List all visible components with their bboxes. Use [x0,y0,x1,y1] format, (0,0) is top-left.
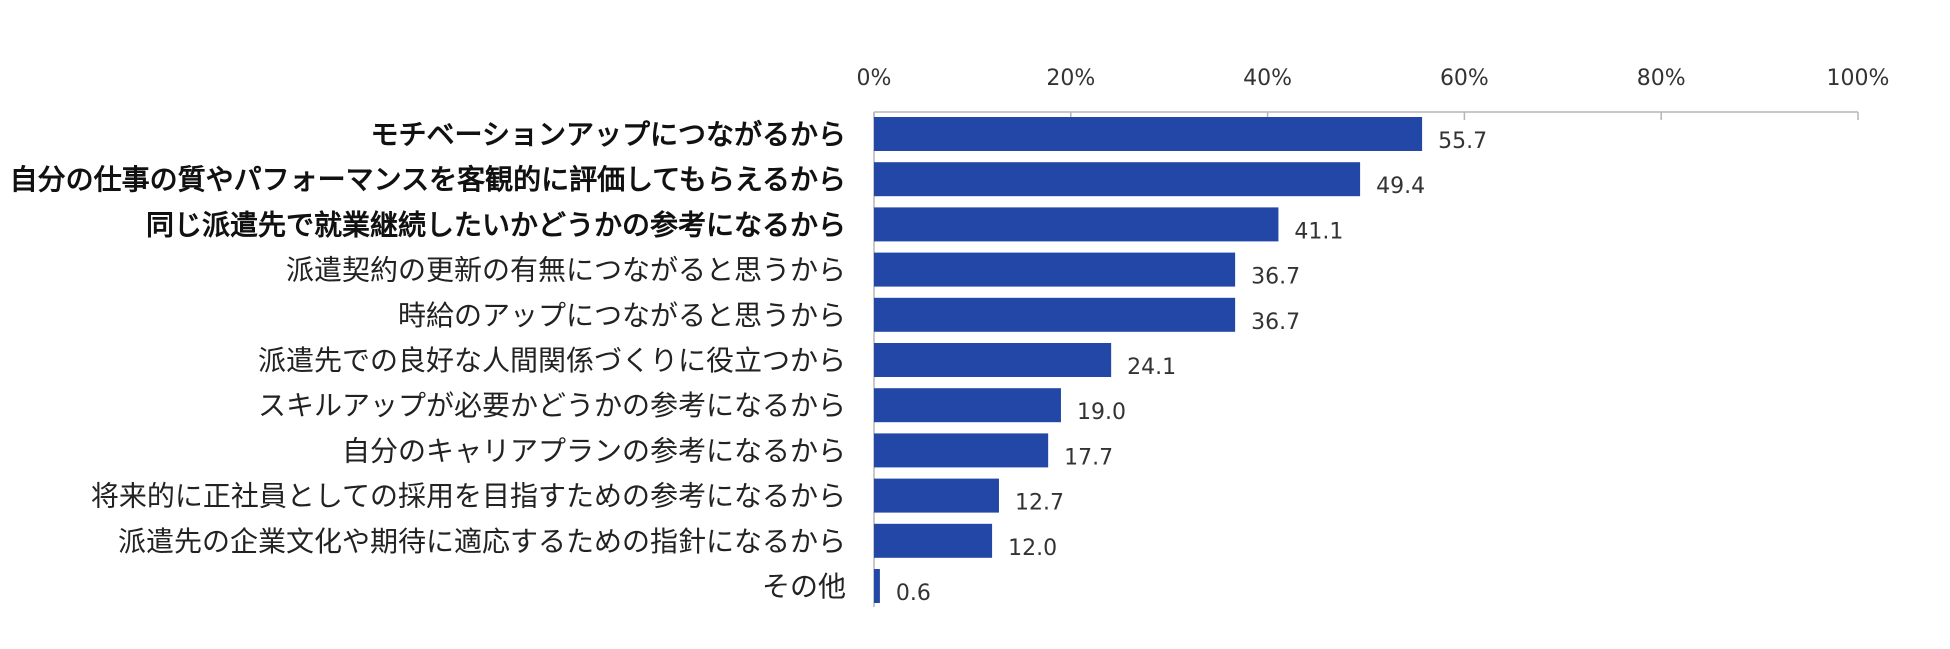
bar [874,569,880,603]
value-label: 41.1 [1294,219,1343,244]
bar [874,343,1112,377]
value-labels: 55.7 49.4 41.1 36.7 36.7 24.119.0 17.712.7 12.0… [896,129,1487,606]
category-label: スキルアップが必要かどうかの参考になるから [258,389,846,422]
bar [874,478,999,513]
category-label: 自分のキャリアプランの参考になるから [342,434,846,467]
x-axis: 0% 20% 40% 60% 80% 100% [857,66,1890,607]
x-tick-label: 60% [1440,66,1489,91]
category-labels: モチベーションアップにつながるから自分の仕事の質やパフォーマンスを客観的に評価し… [10,118,846,603]
value-label: 17.7 [1064,445,1113,470]
value-label: 36.7 [1251,265,1300,290]
bar [874,388,1061,423]
value-label: 12.0 [1008,536,1057,561]
category-label: 自分の仕事の質やパフォーマンスを客観的に評価してもらえるから [10,163,846,196]
category-label: モチベーションアップにつながるから [371,118,846,151]
bars [874,117,1423,603]
x-tick-label: 0% [857,66,892,91]
value-label: 49.4 [1376,174,1425,199]
x-tick-label: 40% [1243,66,1292,91]
category-label: 時給のアップにつながると思うから [398,299,846,332]
x-tick-label: 20% [1046,66,1095,91]
x-tick-label: 100% [1827,66,1890,91]
category-label: 派遣契約の更新の有無につながると思うから [286,254,846,287]
bar [874,207,1279,242]
bar [874,162,1361,197]
x-tick-label: 80% [1637,66,1686,91]
value-label: 12.7 [1015,491,1064,516]
bar [874,252,1236,287]
value-label: 0.6 [896,581,931,606]
category-label: 派遣先での良好な人間関係づくりに役立つから [258,344,846,377]
value-label: 24.1 [1127,355,1176,380]
category-label: 派遣先の企業文化や期待に適応するための指針になるから [118,525,846,558]
value-label: 19.0 [1077,400,1126,425]
bar [874,523,993,558]
category-label: 同じ派遣先で就業継続したいかどうかの参考になるから [146,208,846,241]
bar [874,297,1236,332]
category-label: その他 [762,570,846,603]
category-label: 将来的に正社員としての採用を目指すための参考になるから [91,480,846,513]
value-label: 36.7 [1251,310,1300,335]
bar [874,117,1423,151]
bar [874,433,1049,468]
value-label: 55.7 [1438,129,1487,154]
